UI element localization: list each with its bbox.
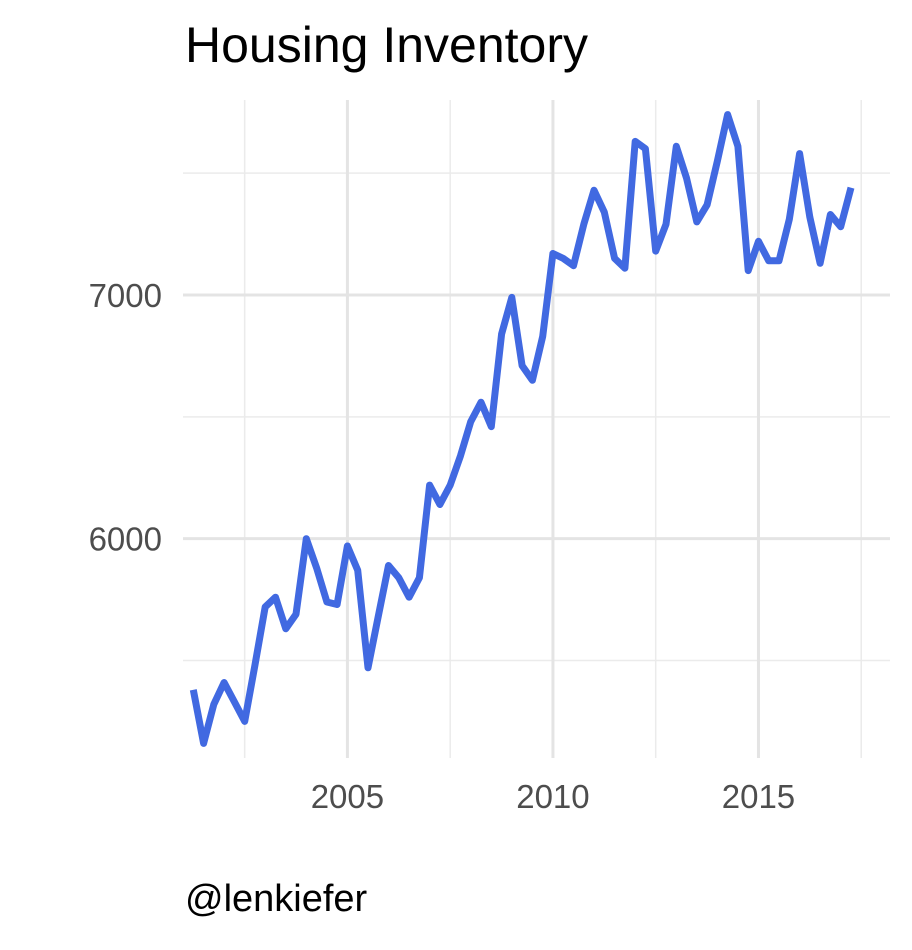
x-tick-label: 2005	[311, 778, 384, 815]
y-tick-label: 6000	[89, 521, 162, 558]
x-tick-label: 2010	[516, 778, 589, 815]
series-layer	[189, 111, 855, 747]
series-line	[189, 111, 855, 747]
x-axis-labels: 2005 2010 2015	[311, 778, 795, 815]
major-gridlines	[183, 100, 890, 758]
x-tick-label: 2015	[722, 778, 795, 815]
chart-title: Housing Inventory	[185, 17, 589, 73]
y-axis-labels: 6000 7000	[89, 277, 162, 558]
caption: @lenkiefer	[185, 878, 368, 920]
y-tick-label: 7000	[89, 277, 162, 314]
minor-gridlines	[183, 100, 890, 758]
